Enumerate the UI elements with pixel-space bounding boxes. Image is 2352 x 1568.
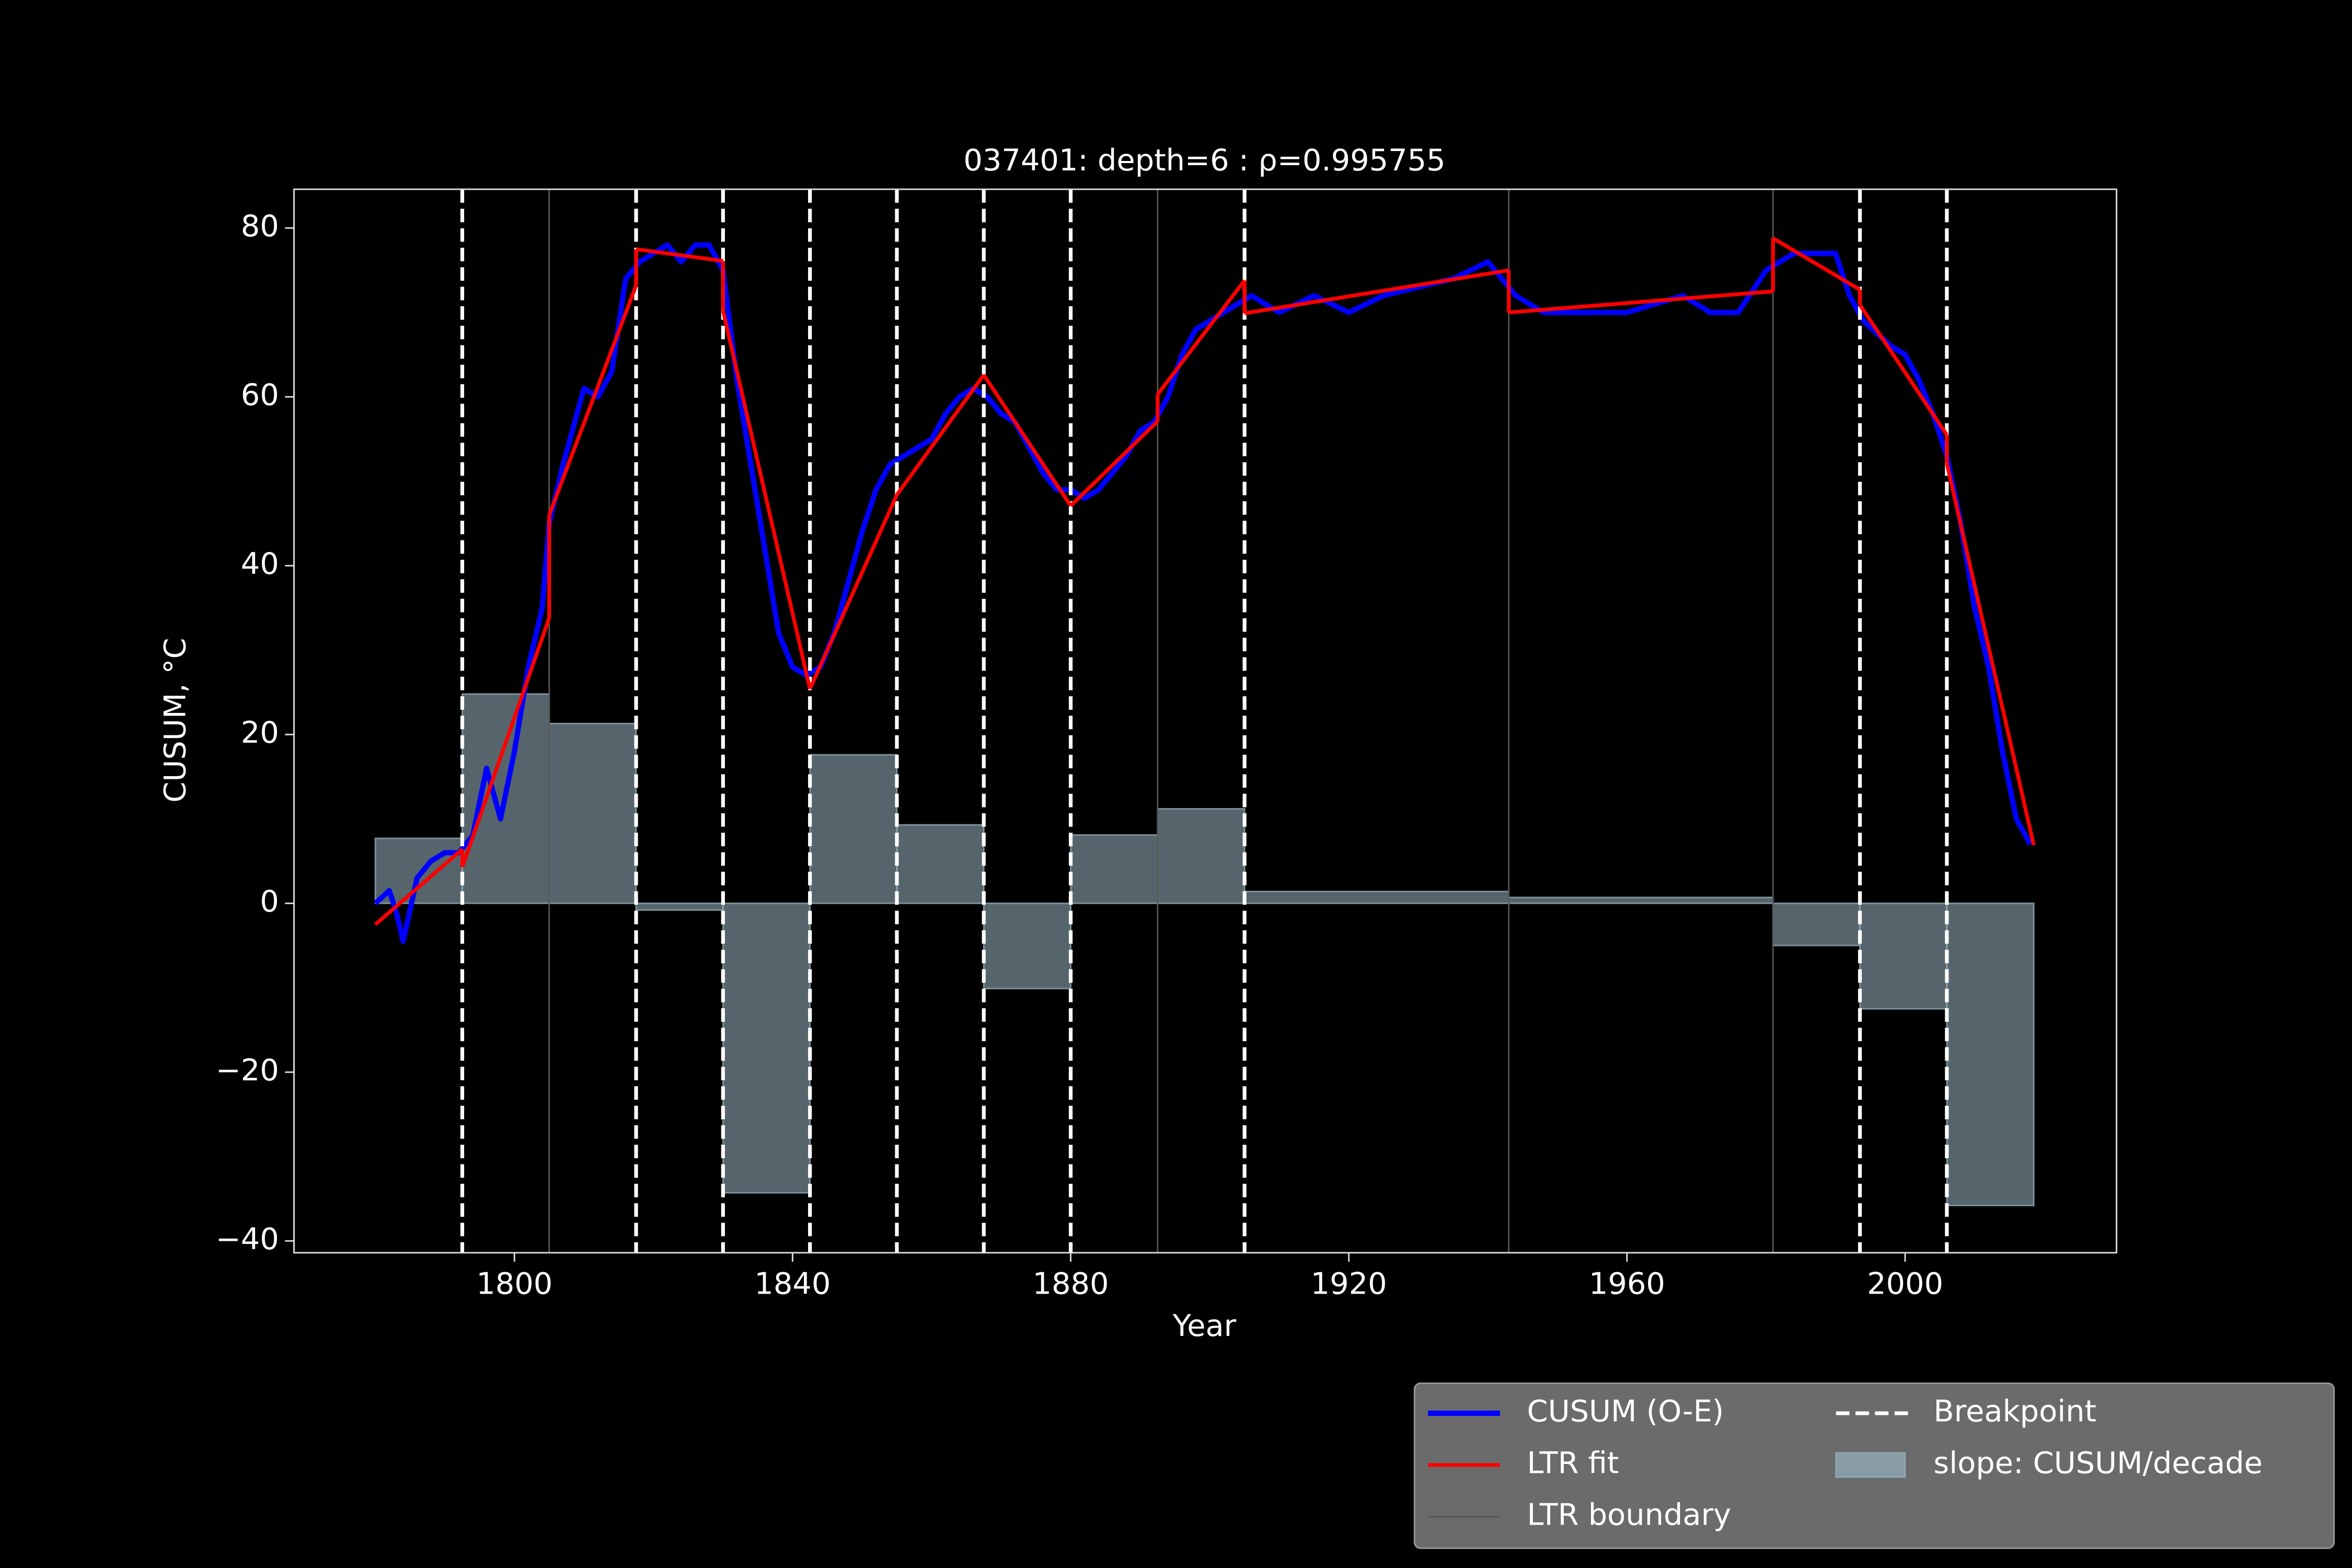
x-tick-label: 2000 <box>1867 1266 1943 1301</box>
ltr-fit-segment <box>1069 420 1159 508</box>
x-axis-label: Year <box>1172 1308 1237 1343</box>
ltr-fit-segment <box>721 310 812 689</box>
plot-area <box>373 189 2036 1253</box>
ltr-fit-segment <box>1945 463 2036 846</box>
ltr-fit-segment <box>895 374 986 496</box>
slope-bar <box>896 824 985 904</box>
y-tick-label: 40 <box>241 546 279 581</box>
x-tick-label: 1960 <box>1589 1266 1665 1301</box>
axes-frame <box>293 188 2117 1254</box>
ltr-fit-segment <box>636 247 723 263</box>
ltr-fit-segment <box>982 374 1073 507</box>
chart-title: 037401: depth=6 : ρ=0.995755 <box>963 143 1445 178</box>
legend-label: LTR fit <box>1527 1446 1619 1481</box>
y-tick-label: 80 <box>241 209 279 244</box>
x-tick-label: 1920 <box>1311 1266 1387 1301</box>
ltr-fit-segment <box>460 617 551 868</box>
slope-bar <box>1157 808 1246 904</box>
slope-bar <box>1070 834 1159 904</box>
legend-label: Breakpoint <box>1933 1394 2096 1429</box>
slope-bar <box>983 902 1071 989</box>
y-tick-label: 0 <box>260 884 279 919</box>
legend: CUSUM (O-E) LTR fit LTR boundary Breakpoint… <box>1413 1382 2335 1549</box>
ltr-fit-segment <box>1244 268 1509 316</box>
legend-label: CUSUM (O-E) <box>1527 1394 1724 1429</box>
y-tick-label: −40 <box>216 1221 279 1256</box>
slope-bar <box>722 902 811 1194</box>
legend-label: slope: CUSUM/decade <box>1933 1446 2263 1481</box>
x-tick-label: 1840 <box>754 1266 831 1301</box>
slope-bar <box>1859 902 1948 1010</box>
x-tick-label: 1800 <box>476 1266 552 1301</box>
y-tick-label: −20 <box>216 1053 279 1088</box>
slope-bar <box>1508 896 1774 904</box>
cusum-line <box>373 242 2033 944</box>
slope-bar <box>1243 891 1510 904</box>
y-tick-label: 20 <box>241 715 279 750</box>
legend-label: LTR boundary <box>1527 1497 1732 1532</box>
legend-swatch <box>1835 1452 1906 1478</box>
ltr-fit-segment <box>808 494 899 690</box>
ltr-fit-segment <box>1858 304 1949 436</box>
slope-bar <box>1772 902 1861 947</box>
y-axis-label: CUSUM, °C <box>157 638 192 802</box>
ltr-fit-segment <box>1772 236 1861 292</box>
ltr-fit-segment <box>547 284 638 516</box>
slope-bar <box>635 902 724 911</box>
slope-bar <box>548 722 637 904</box>
slope-bar <box>1946 902 2035 1206</box>
ltr-fit-segment <box>1508 289 1773 315</box>
x-tick-label: 1880 <box>1033 1266 1109 1301</box>
slope-bar <box>809 754 898 904</box>
y-tick-label: 60 <box>241 377 279 412</box>
ltr-fit-segment <box>374 848 464 926</box>
ltr-fit-segment <box>1156 279 1246 396</box>
